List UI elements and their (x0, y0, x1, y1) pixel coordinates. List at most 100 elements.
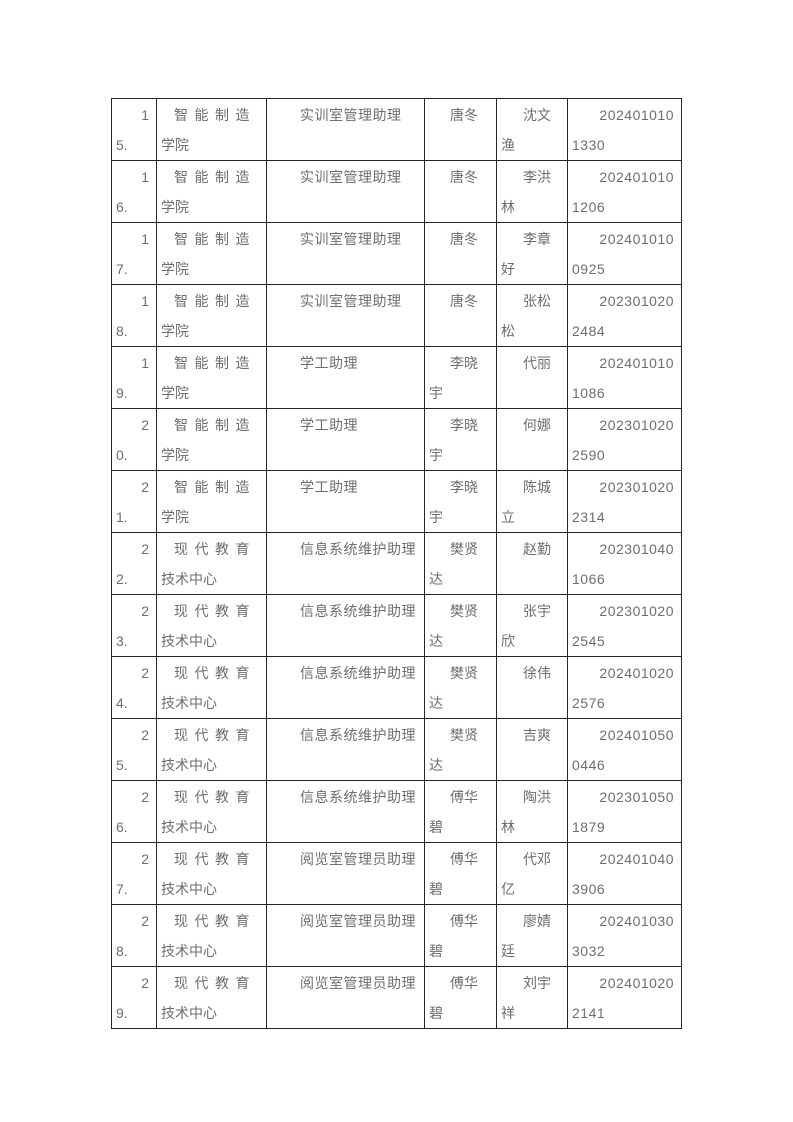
cell-position-line: 学工助理 (300, 417, 358, 433)
cell-row-number-line: 2 (141, 665, 149, 681)
cell-student-id: 202401010 1206 (567, 160, 682, 223)
cell-department-line: 技术中心 (161, 695, 217, 711)
cell-student-name-line: 沈文 (523, 107, 551, 123)
cell-position-line: 实训室管理助理 (300, 107, 402, 123)
cell-row-number: 2 5. (111, 718, 157, 781)
cell-student-id: 202301020 2314 (567, 470, 682, 533)
cell-row-number: 2 8. (111, 904, 157, 967)
cell-student-id: 202401050 0446 (567, 718, 682, 781)
cell-student-name-line: 张松 (523, 293, 551, 309)
table-row: 2 4. 现代教育 技术中心 信息系统维护助理 樊贤达徐伟 202401020 2576 (111, 656, 682, 719)
cell-supervisor: 李晓宇 (424, 470, 497, 533)
cell-student-id-line: 0925 (572, 261, 606, 277)
cell-row-number: 2 0. (111, 408, 157, 471)
cell-supervisor-line: 唐冬 (450, 169, 478, 185)
cell-student-name: 徐伟 (496, 656, 568, 719)
cell-student-id-line: 202301020 (599, 293, 674, 309)
cell-position: 实训室管理助理 (266, 222, 425, 285)
cell-student-id: 202401020 2576 (567, 656, 682, 719)
cell-supervisor-line: 傅华 (450, 851, 478, 867)
cell-row-number: 1 6. (111, 160, 157, 223)
cell-department: 现代教育 技术中心 (156, 656, 267, 719)
cell-student-name-line: 何娜 (523, 417, 551, 433)
cell-student-name-line: 张宇 (523, 603, 551, 619)
table-row: 2 7. 现代教育 技术中心 阅览室管理员助理 傅华碧代邓亿 202401040 3906 (111, 842, 682, 905)
cell-student-name-line: 代丽 (523, 355, 551, 371)
cell-row-number-line: 2 (141, 603, 149, 619)
cell-row-number-line: 5. (116, 137, 128, 153)
cell-supervisor-line: 宇 (429, 447, 443, 463)
cell-position-line: 信息系统维护助理 (300, 541, 416, 557)
cell-student-name: 李章好 (496, 222, 568, 285)
cell-supervisor: 唐冬 (424, 160, 497, 223)
cell-department: 智能制造 学院 (156, 222, 267, 285)
cell-student-name-line: 祥 (501, 1005, 515, 1021)
cell-department-line: 学院 (161, 323, 189, 339)
cell-student-name-line: 陶洪 (523, 789, 551, 805)
cell-department-line: 现代教育 (174, 727, 256, 743)
cell-student-id-line: 1206 (572, 199, 606, 215)
cell-student-id-line: 202401030 (599, 913, 674, 929)
cell-student-id-line: 202401020 (599, 975, 674, 991)
cell-row-number-line: 0. (116, 447, 128, 463)
cell-student-name-line: 立 (501, 509, 515, 525)
cell-position-line: 信息系统维护助理 (300, 789, 416, 805)
cell-student-id-line: 2484 (572, 323, 606, 339)
cell-row-number-line: 2 (141, 975, 149, 991)
cell-student-name-line: 廷 (501, 943, 515, 959)
cell-row-number: 1 5. (111, 98, 157, 161)
cell-department: 现代教育 技术中心 (156, 904, 267, 967)
cell-supervisor: 傅华碧 (424, 904, 497, 967)
table-row: 2 9. 现代教育 技术中心 阅览室管理员助理 傅华碧刘宇祥 202401020 2141 (111, 966, 682, 1029)
cell-student-name-line: 代邓 (523, 851, 551, 867)
cell-row-number: 2 4. (111, 656, 157, 719)
cell-position: 实训室管理助理 (266, 284, 425, 347)
cell-row-number-line: 2 (141, 479, 149, 495)
cell-student-name: 陶洪林 (496, 780, 568, 843)
cell-student-id-line: 202301040 (599, 541, 674, 557)
cell-student-id: 202401040 3906 (567, 842, 682, 905)
cell-position: 信息系统维护助理 (266, 656, 425, 719)
cell-department: 智能制造 学院 (156, 408, 267, 471)
cell-row-number-line: 7. (116, 261, 128, 277)
cell-row-number: 1 7. (111, 222, 157, 285)
cell-student-id-line: 202301020 (599, 417, 674, 433)
table-row: 1 5. 智能制造 学院 实训室管理助理 唐冬 沈文渔 202401010 1330 (111, 98, 682, 161)
cell-student-id: 202301020 2590 (567, 408, 682, 471)
cell-student-id: 202301040 1066 (567, 532, 682, 595)
cell-supervisor: 樊贤达 (424, 594, 497, 657)
cell-department: 现代教育 技术中心 (156, 594, 267, 657)
cell-department: 智能制造 学院 (156, 346, 267, 409)
cell-department-line: 技术中心 (161, 881, 217, 897)
cell-department: 现代教育 技术中心 (156, 966, 267, 1029)
cell-row-number-line: 2 (141, 541, 149, 557)
cell-row-number-line: 2 (141, 727, 149, 743)
cell-row-number-line: 1 (141, 293, 149, 309)
cell-department-line: 技术中心 (161, 633, 217, 649)
table-row: 1 9. 智能制造 学院 学工助理 李晓宇 代丽 202401010 1086 (111, 346, 682, 409)
cell-position-line: 阅览室管理员助理 (300, 913, 416, 929)
cell-row-number-line: 7. (116, 881, 128, 897)
cell-supervisor: 傅华碧 (424, 966, 497, 1029)
cell-row-number-line: 2 (141, 789, 149, 805)
cell-row-number: 2 2. (111, 532, 157, 595)
cell-student-id-line: 3032 (572, 943, 606, 959)
table-row: 1 6. 智能制造 学院 实训室管理助理 唐冬 李洪林 202401010 1206 (111, 160, 682, 223)
cell-department-line: 现代教育 (174, 789, 256, 805)
table-row: 2 8. 现代教育 技术中心 阅览室管理员助理 傅华碧廖婧廷 202401030 3032 (111, 904, 682, 967)
cell-student-name-line: 李章 (523, 231, 551, 247)
cell-department: 智能制造 学院 (156, 98, 267, 161)
cell-student-id: 202301020 2484 (567, 284, 682, 347)
cell-student-id-line: 202301020 (599, 603, 674, 619)
cell-supervisor-line: 樊贤 (450, 541, 478, 557)
cell-student-id-line: 2576 (572, 695, 606, 711)
cell-row-number-line: 8. (116, 323, 128, 339)
cell-position: 信息系统维护助理 (266, 780, 425, 843)
cell-student-name-line: 欣 (501, 633, 515, 649)
cell-row-number-line: 4. (116, 695, 128, 711)
cell-student-id: 202401010 0925 (567, 222, 682, 285)
cell-student-id-line: 1879 (572, 819, 606, 835)
cell-department-line: 智能制造 (174, 293, 256, 309)
cell-student-name: 赵勤 (496, 532, 568, 595)
cell-supervisor-line: 宇 (429, 385, 443, 401)
